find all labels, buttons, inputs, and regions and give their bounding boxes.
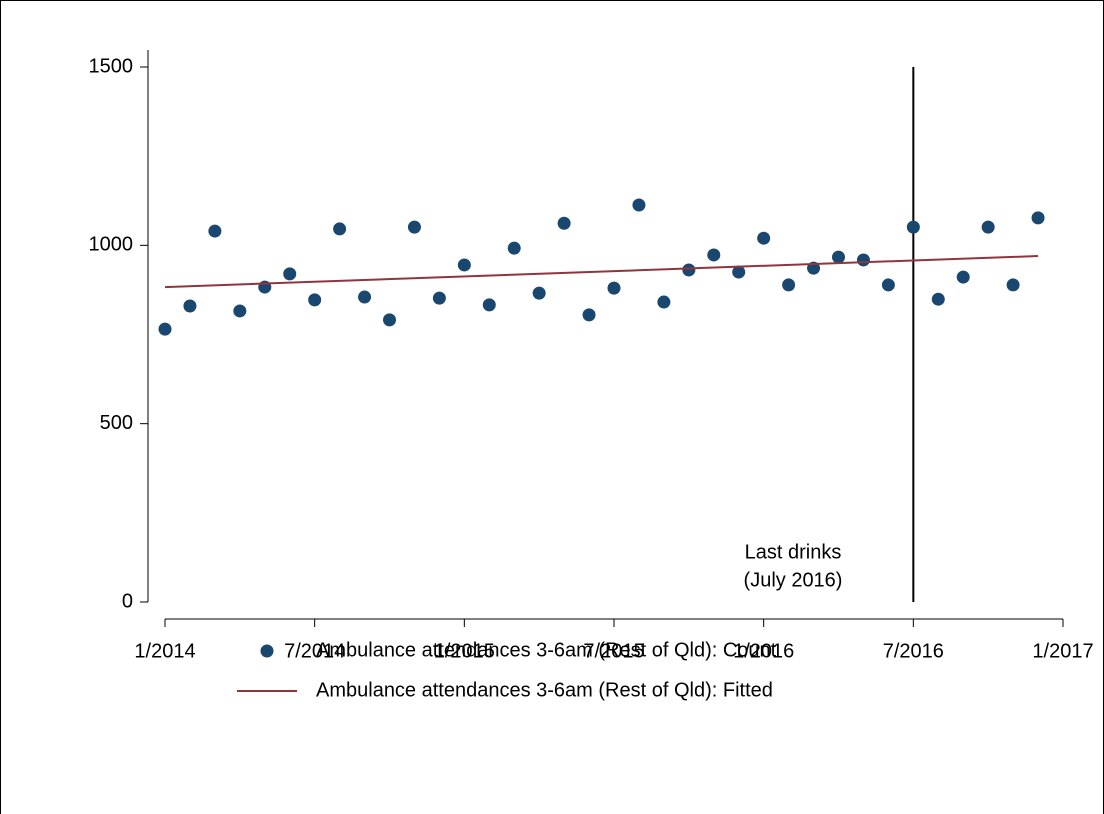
point xyxy=(931,292,945,306)
point xyxy=(782,278,796,292)
point xyxy=(1031,211,1045,225)
point xyxy=(507,241,521,255)
point xyxy=(832,250,845,264)
point xyxy=(906,220,920,234)
x-tick-label: 1/2016 xyxy=(733,640,794,662)
point xyxy=(208,224,222,238)
x-tick-label: 7/2016 xyxy=(883,640,944,662)
point xyxy=(632,198,646,212)
point xyxy=(607,281,621,295)
point xyxy=(158,322,172,336)
x-tick-label: 7/2014 xyxy=(284,640,345,662)
point xyxy=(233,304,247,318)
point xyxy=(482,298,496,312)
y-tick-label: 1000 xyxy=(89,234,134,256)
point xyxy=(582,308,596,322)
point xyxy=(383,313,396,327)
point xyxy=(283,267,297,281)
point xyxy=(682,263,696,277)
y-tick-label: 0 xyxy=(122,590,133,612)
point xyxy=(881,278,895,292)
annotation: Last drinks xyxy=(745,541,842,563)
x-tick-label: 1/2015 xyxy=(434,640,495,662)
legend-marker xyxy=(260,644,274,658)
point xyxy=(856,253,870,267)
point xyxy=(358,290,372,304)
y-tick-label: 1500 xyxy=(89,55,134,77)
point xyxy=(1006,278,1020,292)
point xyxy=(183,299,197,313)
fitted-line xyxy=(164,255,1039,289)
point xyxy=(707,248,721,262)
legend-label: Ambulance attendances 3-6am (Rest of Qld… xyxy=(316,639,777,661)
point xyxy=(732,265,746,279)
annotation: (July 2016) xyxy=(744,569,843,591)
point xyxy=(657,295,671,309)
point xyxy=(557,216,571,230)
point xyxy=(532,286,546,300)
point xyxy=(757,231,771,245)
point xyxy=(333,222,347,236)
point xyxy=(956,270,970,284)
point xyxy=(308,293,322,307)
point xyxy=(432,291,446,305)
point xyxy=(407,220,421,234)
legend-label: Ambulance attendances 3-6am (Rest of Qld… xyxy=(316,679,773,701)
x-tick-label: 1/2017 xyxy=(1032,640,1093,662)
point xyxy=(981,220,995,234)
x-tick-label: 1/2014 xyxy=(134,640,195,662)
y-tick-label: 500 xyxy=(100,412,133,434)
point xyxy=(457,258,471,272)
x-tick-label: 7/2015 xyxy=(583,640,644,662)
